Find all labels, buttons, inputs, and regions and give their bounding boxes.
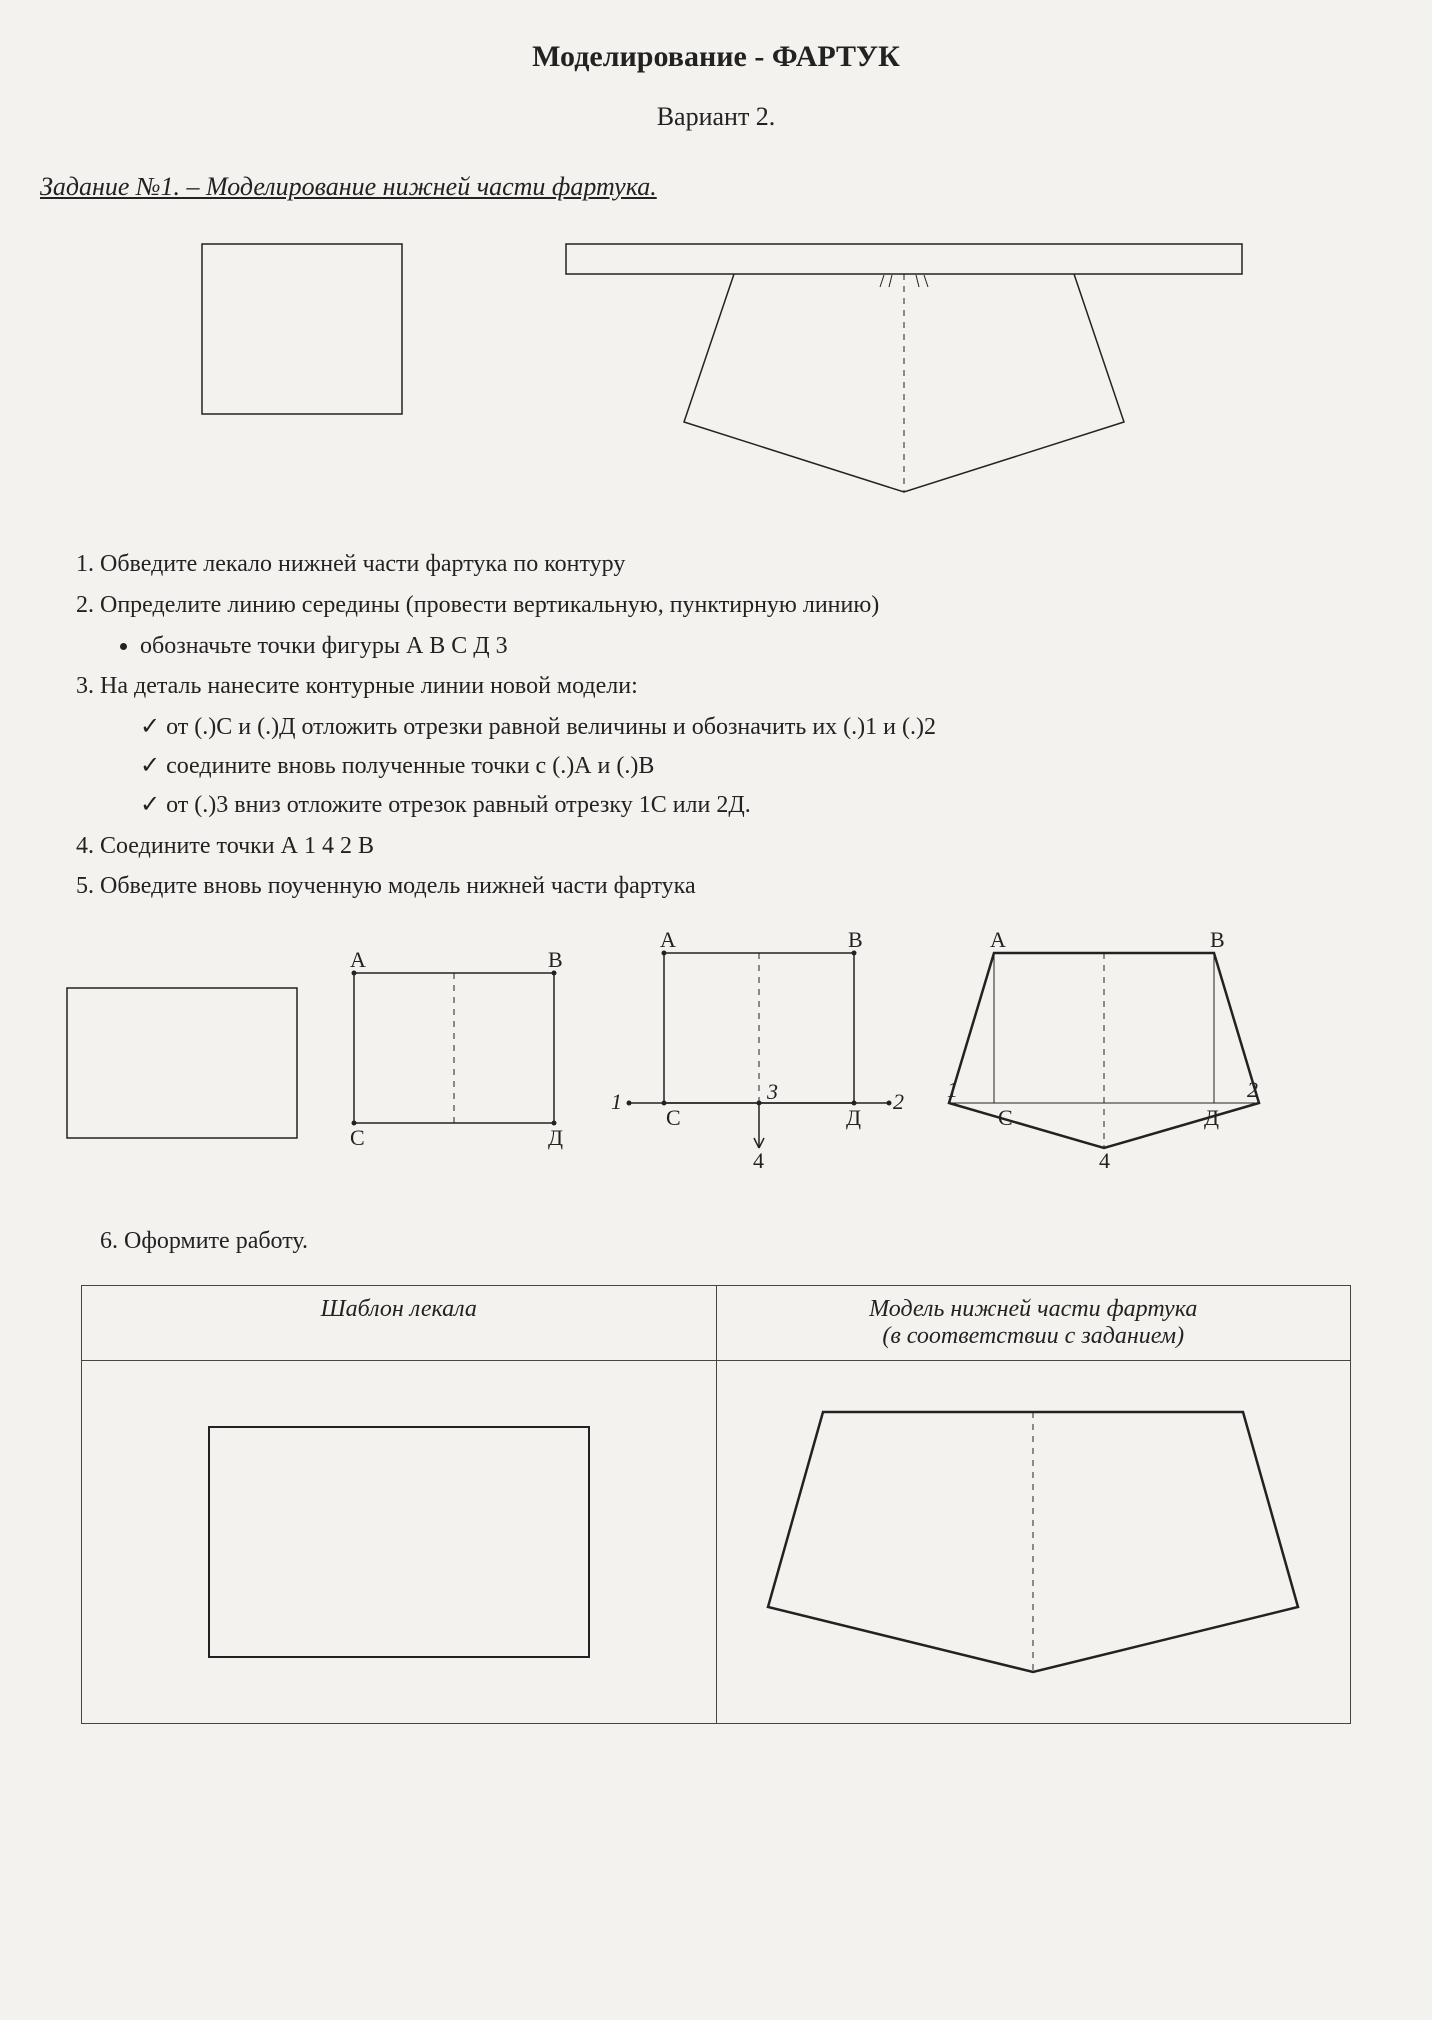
svg-text:А: А xyxy=(350,948,366,972)
svg-text:3: 3 xyxy=(766,1079,778,1104)
diagram-plain-rect xyxy=(65,963,299,1168)
step-3-text: На деталь нанесите контурные линии новой… xyxy=(100,673,638,699)
svg-text:2: 2 xyxy=(1247,1077,1258,1102)
task-heading: Задание №1. – Моделирование нижней части… xyxy=(40,172,1402,202)
step-2-text: Определите линию середины (провести верт… xyxy=(100,592,879,618)
svg-text:Д: Д xyxy=(1204,1105,1219,1130)
top-figure-row xyxy=(200,242,1402,507)
step-6: 6. Оформите работу. xyxy=(100,1228,1402,1255)
svg-text:Д: Д xyxy=(548,1125,563,1150)
svg-text:С: С xyxy=(998,1105,1013,1130)
step-3a: от (.)С и (.)Д отложить отрезки равной в… xyxy=(140,710,1402,745)
th2-line2: (в соответствии с заданием) xyxy=(882,1323,1184,1349)
step-2: Определите линию середины (провести верт… xyxy=(100,588,1402,664)
svg-text:С: С xyxy=(666,1105,681,1130)
svg-text:А: А xyxy=(990,928,1006,952)
table-cell-template xyxy=(82,1361,717,1724)
table-header-model: Модель нижней части фартука (в соответст… xyxy=(716,1286,1351,1361)
th2-line1: Модель нижней части фартука xyxy=(869,1296,1197,1322)
result-table: Шаблон лекала Модель нижней части фартук… xyxy=(81,1285,1351,1724)
diagram-extended: А В С Д 1 2 3 4 xyxy=(609,928,909,1168)
apron-finished-figure xyxy=(564,242,1244,507)
svg-text:1: 1 xyxy=(947,1077,958,1102)
step-1: Обведите лекало нижней части фартука по … xyxy=(100,547,1402,582)
step-3c: от (.)3 вниз отложите отрезок равный отр… xyxy=(140,788,1402,823)
table-model-shape xyxy=(753,1392,1313,1692)
svg-text:Д: Д xyxy=(846,1105,861,1130)
step-3b: соедините вновь полученные точки с (.)А … xyxy=(140,749,1402,784)
step-5: Обведите вновь поученную модель нижней ч… xyxy=(100,869,1402,904)
table-template-rect xyxy=(206,1424,592,1660)
doc-title: Моделирование - ФАРТУК xyxy=(30,40,1402,74)
svg-text:4: 4 xyxy=(1099,1148,1110,1168)
svg-text:В: В xyxy=(1210,928,1225,952)
diagram-row: А В С Д А В С Д 1 2 3 4 А В С Д 1 2 4 xyxy=(65,928,1402,1168)
svg-text:В: В xyxy=(848,928,863,952)
table-header-template: Шаблон лекала xyxy=(82,1286,717,1361)
svg-text:4: 4 xyxy=(753,1148,764,1168)
doc-variant: Вариант 2. xyxy=(30,102,1402,132)
svg-text:1: 1 xyxy=(611,1089,622,1114)
step-3: На деталь нанесите контурные линии новой… xyxy=(100,669,1402,822)
template-rect-small xyxy=(200,242,404,416)
step-2a: обозначьте точки фигуры А В С Д 3 xyxy=(140,629,1402,664)
steps-list: Обведите лекало нижней части фартука по … xyxy=(70,547,1402,904)
svg-text:2: 2 xyxy=(893,1089,904,1114)
svg-text:С: С xyxy=(350,1125,365,1150)
svg-text:В: В xyxy=(548,948,563,972)
diagram-labeled-rect: А В С Д xyxy=(324,948,584,1168)
diagram-final-shape: А В С Д 1 2 4 xyxy=(934,928,1274,1168)
table-cell-model xyxy=(716,1361,1351,1724)
svg-text:А: А xyxy=(660,928,676,952)
step-4: Соедините точки А 1 4 2 В xyxy=(100,829,1402,864)
